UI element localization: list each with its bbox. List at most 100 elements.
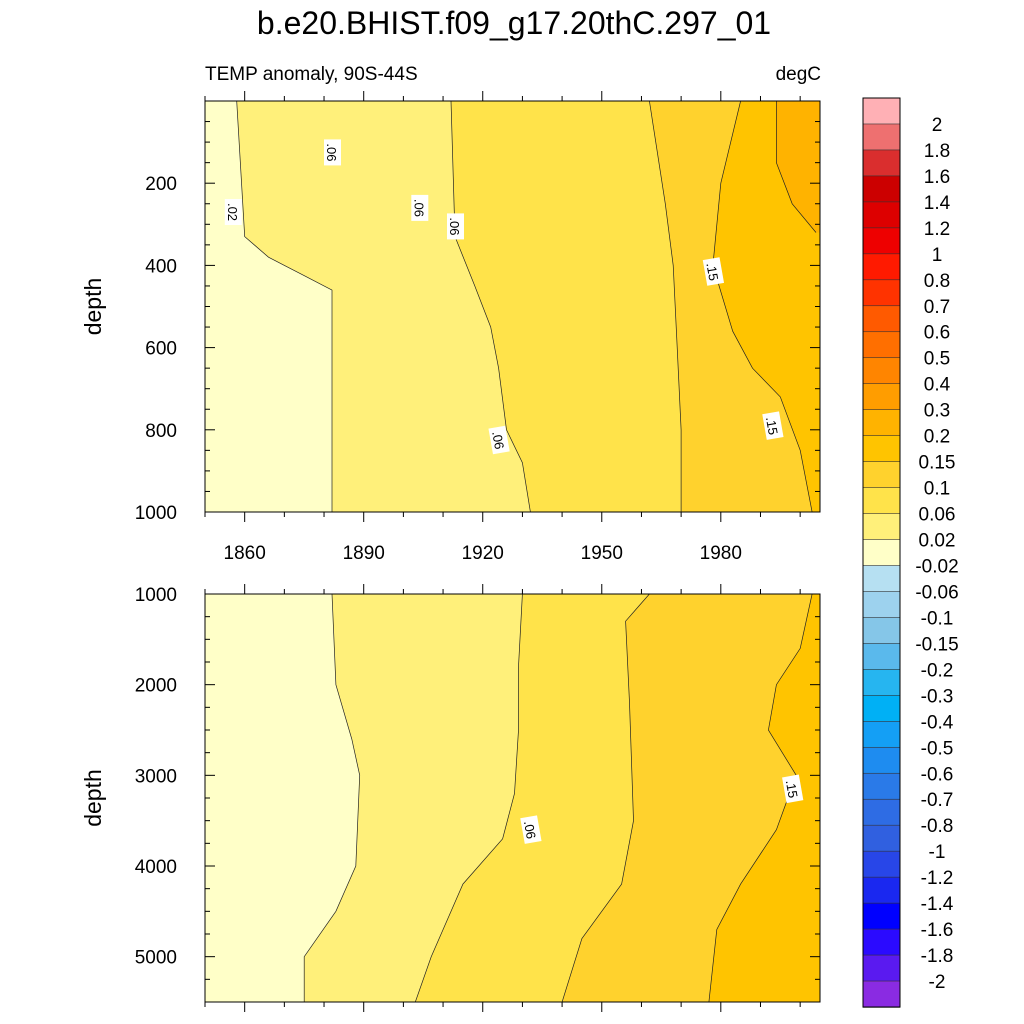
colorbar-swatch [862, 772, 901, 800]
colorbar-label: -1.6 [921, 920, 954, 941]
upper-contour-label-box [447, 213, 464, 240]
colorbar-label: 0.06 [919, 505, 956, 526]
colorbar-label: -0.15 [915, 634, 958, 655]
x-tick-label: 1920 [462, 543, 504, 564]
upper-contour-label-box [224, 199, 242, 225]
chart-subtitle-variable: TEMP anomaly, 90S-44S [205, 64, 418, 85]
colorbar-label: 0.2 [924, 427, 950, 448]
upper-y-tick-label: 1000 [135, 503, 177, 524]
colorbar-swatch [862, 97, 901, 125]
upper-panel: .06 .02 .06 .06 .15 .06 .15 200 400 600 800 1000 dep… [80, 91, 821, 564]
upper-contour-label: .06 [447, 217, 462, 235]
colorbar-label: 0.8 [924, 271, 950, 292]
upper-y-tick-label: 600 [145, 339, 177, 360]
colorbar-swatch [862, 617, 901, 645]
upper-contour-field: .06 .02 .06 .06 .15 .06 .15 [205, 101, 820, 512]
colorbar-swatch [862, 149, 901, 177]
colorbar-swatch [862, 695, 901, 723]
colorbar: 2 1.8 1.6 1.4 1.2 1 0.8 0.7 0.6 0.5 0.4 0.3 0.2 0.15 0… [862, 97, 959, 1008]
lower-y-tick-label: 1000 [135, 585, 177, 606]
upper-contour-line-0.2 [776, 101, 817, 233]
lower-contour-fill-0.15 [708, 594, 820, 1002]
colorbar-label: -0.6 [921, 764, 954, 785]
upper-contour-label: .06 [489, 430, 507, 450]
x-tick-label: 1980 [700, 543, 742, 564]
colorbar-swatch [862, 591, 901, 619]
upper-contour-label: .02 [225, 203, 240, 221]
colorbar-label: -1.2 [921, 868, 954, 889]
x-tick-label: 1860 [224, 543, 266, 564]
upper-contour-line-0.1 [649, 101, 682, 512]
colorbar-swatch [862, 565, 901, 593]
colorbar-swatch [862, 383, 901, 411]
colorbar-swatch [862, 357, 901, 385]
colorbar-label: -0.3 [921, 686, 954, 707]
colorbar-label: -0.5 [921, 738, 954, 759]
upper-contour-label: .06 [411, 199, 426, 217]
lower-y-axis-label: depth [80, 769, 106, 827]
upper-y-axis-label: depth [80, 278, 106, 336]
lower-ticks [204, 584, 820, 1012]
lower-contour-line-0.1 [561, 594, 650, 1002]
colorbar-swatch [862, 798, 901, 826]
colorbar-swatch [862, 175, 901, 203]
upper-contour-label-box [488, 425, 510, 455]
upper-y-tick-label: 200 [145, 174, 177, 195]
colorbar-label: -1.8 [921, 946, 954, 967]
colorbar-swatch [862, 513, 901, 541]
lower-contour-label: .15 [783, 779, 801, 799]
colorbar-label: -0.1 [921, 608, 954, 629]
upper-y-tick-label: 800 [145, 421, 177, 442]
colorbar-label: 1.8 [924, 141, 950, 162]
colorbar-label: 0.1 [924, 479, 950, 500]
upper-ticks [204, 91, 820, 522]
colorbar-label: 2 [932, 115, 943, 136]
upper-contour-label-group: .06 [324, 139, 341, 166]
colorbar-label: 0.02 [919, 531, 956, 552]
colorbar-swatch [862, 746, 901, 774]
colorbar-label: 0.7 [924, 297, 950, 318]
colorbar-label: 0.4 [924, 375, 951, 396]
colorbar-label: -0.2 [921, 660, 954, 681]
colorbar-swatch [862, 643, 901, 671]
colorbar-label: 0.6 [924, 323, 950, 344]
colorbar-swatch [862, 721, 901, 748]
upper-contour-label-box [762, 411, 784, 440]
lower-y-tick-label: 5000 [135, 948, 177, 969]
upper-contour-line-0.15 [712, 101, 813, 512]
lower-contour-label-group: .06 [520, 815, 542, 844]
upper-contour-fill-0.2 [776, 101, 820, 233]
lower-y-tick-label: 2000 [135, 676, 177, 697]
colorbar-label: 1.4 [924, 193, 951, 214]
colorbar-label: -0.06 [915, 583, 958, 604]
colorbar-swatch [862, 409, 901, 437]
colorbar-swatch [862, 331, 901, 359]
colorbar-label: -0.8 [921, 816, 954, 837]
colorbar-swatch [862, 123, 901, 151]
upper-contour-line-0.06 [450, 101, 531, 512]
lower-contour-label-box [520, 815, 542, 844]
upper-contour-label: .06 [324, 143, 339, 161]
colorbar-label: -1 [929, 842, 946, 863]
colorbar-swatch [862, 954, 901, 982]
x-tick-label: 1950 [581, 543, 623, 564]
colorbar-label: -0.4 [921, 712, 954, 733]
lower-y-tick-label: 3000 [135, 766, 177, 787]
colorbar-swatch [862, 201, 901, 229]
colorbar-frame [862, 97, 901, 1008]
upper-contour-label-group: .15 [702, 257, 725, 286]
colorbar-swatch [862, 253, 901, 281]
colorbar-swatch [862, 850, 901, 878]
upper-contour-label-group: .06 [488, 425, 510, 455]
colorbar-label: 0.15 [919, 453, 956, 474]
upper-contour-label-box [702, 257, 725, 286]
colorbar-label: -0.02 [915, 557, 958, 578]
upper-contour-label-group: .06 [411, 194, 429, 221]
colorbar-label: 1.6 [924, 167, 950, 188]
colorbar-swatch [862, 279, 901, 307]
colorbar-label: -1.4 [921, 894, 954, 915]
upper-contour-label-group: .06 [447, 213, 464, 240]
colorbar-swatch [862, 539, 901, 567]
upper-contour-label: .15 [763, 416, 781, 436]
